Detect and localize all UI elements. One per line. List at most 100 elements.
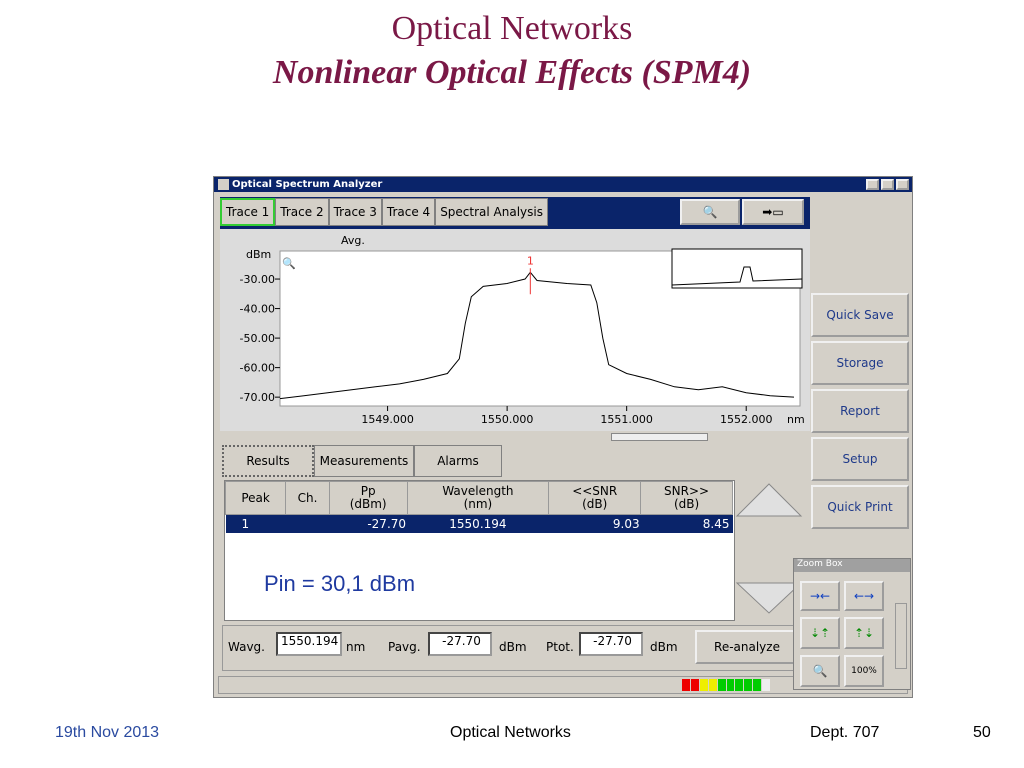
- plot-panel: -30.00 -40.00 -50.00 -60.00 -70.00 1549.000 15…: [220, 229, 810, 431]
- sidebar-button[interactable]: Storage: [811, 341, 909, 385]
- marker-label: 1: [527, 254, 534, 267]
- column-header: Peak: [224, 481, 287, 515]
- result-tabs: Results Measurements Alarms: [222, 445, 502, 477]
- cell: -27.70: [367, 516, 407, 531]
- title-bar: Optical Spectrum Analyzer: [214, 177, 912, 192]
- zoom-out-y[interactable]: ⇡⇣: [844, 617, 884, 649]
- zoom-out-x[interactable]: ←→: [844, 581, 884, 611]
- summary-bar: Wavg. 1550.194 nm Pavg. -27.70 dBm Ptot.…: [222, 625, 804, 671]
- header-text: <<SNR: [572, 484, 618, 498]
- result-row[interactable]: 1 -27.70 1550.194 9.03 8.45: [225, 514, 733, 533]
- sidebar-button[interactable]: Setup: [811, 437, 909, 481]
- y-tick-label: -70.00: [240, 391, 275, 404]
- reanalyze-button[interactable]: Re-analyze: [695, 630, 799, 664]
- zoom-reset[interactable]: 100%: [844, 655, 884, 687]
- cell: 9.03: [612, 516, 640, 531]
- field: -27.70: [579, 632, 643, 656]
- sidebar-button[interactable]: Report: [811, 389, 909, 433]
- close[interactable]: [896, 179, 909, 190]
- arrows: [735, 483, 803, 614]
- column-header: SNR>> (dB): [640, 481, 733, 515]
- magnifier: 🔍: [282, 256, 296, 270]
- unit: dBm: [499, 640, 527, 654]
- cell: 8.45: [702, 516, 730, 531]
- spectrum-plot: -30.00 -40.00 -50.00 -60.00 -70.00 1549.000 15…: [240, 234, 805, 426]
- result-tab[interactable]: Alarms: [414, 445, 502, 477]
- trace-tab[interactable]: Trace 1: [220, 198, 276, 226]
- sidebar-button[interactable]: Quick Print: [811, 485, 909, 529]
- trace-tabs: Trace 1 Trace 2 Trace 3 Trace 4 Spectral Ana…: [220, 198, 548, 226]
- field: -27.70: [428, 632, 492, 656]
- label: Ptot.: [546, 640, 574, 654]
- mode-label: Avg.: [341, 234, 365, 247]
- overview-inset: [671, 248, 803, 289]
- overview-trace: [671, 266, 803, 286]
- zoom-box: Zoom Box →← ←→ ⇣⇡ ⇡⇣ 🔍 100%: [793, 558, 911, 690]
- annotation: Pin = 30,1 dBm: [264, 571, 416, 596]
- x-tick-label: 1552.000: [720, 413, 773, 426]
- header-text: Peak: [241, 490, 270, 505]
- header-text: (dB): [582, 497, 608, 511]
- y-tick-label: -30.00: [240, 273, 275, 286]
- minimize[interactable]: [866, 179, 879, 190]
- mode-button[interactable]: ➡▭: [742, 199, 804, 225]
- result-tab[interactable]: Results: [222, 445, 314, 477]
- trace-tab[interactable]: Trace 3: [328, 198, 382, 226]
- field: 1550.194: [276, 632, 342, 656]
- zoom-slider[interactable]: [895, 603, 907, 669]
- app-window: Optical Spectrum Analyzer Trace 1 Trace 2…: [213, 176, 913, 698]
- cell: 1: [241, 516, 250, 531]
- sidebar: Quick Save Storage Report Setup Quick Print: [811, 293, 909, 529]
- column-header: Ch.: [285, 481, 330, 515]
- footer-page: 50: [973, 724, 991, 741]
- cell: 1550.194: [449, 516, 507, 531]
- x-unit: nm: [787, 413, 805, 426]
- label: Pavg.: [388, 640, 421, 654]
- y-unit: dBm: [246, 248, 271, 261]
- slide-subtitle: Nonlinear Optical Effects (SPM4): [272, 54, 752, 91]
- label: Wavg.: [228, 640, 265, 654]
- x-tick-label: 1551.000: [600, 413, 653, 426]
- scrollbar[interactable]: [611, 433, 708, 441]
- footer-center: Optical Networks: [450, 724, 571, 741]
- zoom-in-y[interactable]: ⇣⇡: [800, 617, 840, 649]
- header-text: (nm): [463, 497, 493, 511]
- header-text: SNR>>: [664, 484, 710, 498]
- trace-tab[interactable]: Spectral Analysis: [435, 198, 548, 226]
- maximize[interactable]: [881, 179, 894, 190]
- y-tick-label: -40.00: [240, 303, 275, 316]
- result-tab[interactable]: Measurements: [314, 445, 414, 477]
- column-header: Wavelength (nm): [406, 481, 550, 515]
- header-text: (dB): [673, 497, 700, 511]
- zoom-box-title: Zoom Box: [794, 559, 910, 572]
- y-tick-label: -60.00: [240, 362, 275, 375]
- level-meter: [682, 679, 771, 691]
- header-text: Pp: [360, 484, 376, 498]
- column-header: <<SNR (dB): [548, 481, 642, 515]
- y-tick-label: -50.00: [240, 332, 275, 345]
- header-text: Wavelength: [442, 484, 514, 498]
- zoom-tool[interactable]: 🔍: [800, 655, 840, 687]
- window-controls: [866, 179, 909, 190]
- footer-date: 19th Nov 2013: [55, 724, 160, 741]
- footer-dept: Dept. 707: [810, 724, 880, 741]
- zoom-in-x[interactable]: →←: [800, 581, 840, 611]
- trace-tab[interactable]: Trace 2: [275, 198, 329, 226]
- zoom-button[interactable]: 🔍: [680, 199, 740, 225]
- unit: nm: [346, 640, 366, 654]
- trace-tab[interactable]: Trace 4: [381, 198, 436, 226]
- scroll-arrows: [733, 480, 805, 619]
- header-text: Ch.: [297, 490, 318, 505]
- results-table-area: Peak Ch. Pp (dBm) Wavelength (nm) <<SNR (dB) SNR…: [224, 480, 735, 621]
- x-tick-label: 1550.000: [481, 413, 534, 426]
- app-icon: [218, 179, 229, 190]
- header-text: (dBm): [349, 497, 387, 511]
- column-header: Pp (dBm): [328, 481, 408, 515]
- unit: dBm: [650, 640, 678, 654]
- slide-title: Optical Networks: [391, 10, 633, 47]
- results-table: Peak Ch. Pp (dBm) Wavelength (nm) <<SNR (dB) SNR…: [224, 481, 733, 533]
- sidebar-button[interactable]: Quick Save: [811, 293, 909, 337]
- x-tick-label: 1549.000: [361, 413, 414, 426]
- cell: [286, 515, 330, 533]
